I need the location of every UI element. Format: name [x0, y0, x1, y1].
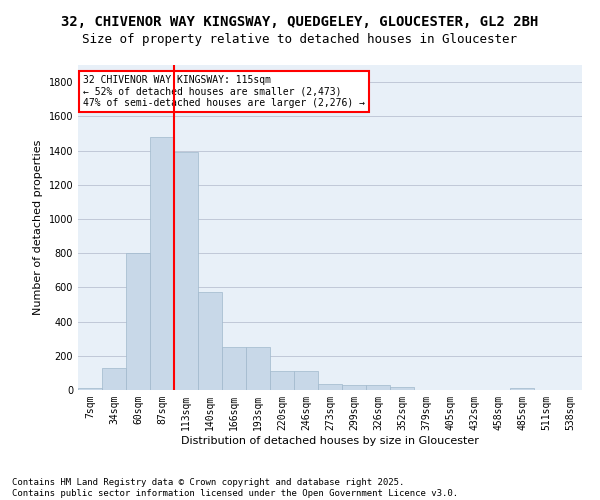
Bar	[366, 385, 390, 390]
Bar	[270, 371, 294, 390]
Bar	[102, 368, 126, 390]
X-axis label: Distribution of detached houses by size in Gloucester: Distribution of detached houses by size …	[181, 436, 479, 446]
Bar	[246, 347, 270, 390]
Bar	[342, 385, 366, 390]
Bar	[294, 371, 318, 390]
Text: 32 CHIVENOR WAY KINGSWAY: 115sqm
← 52% of detached houses are smaller (2,473)
47: 32 CHIVENOR WAY KINGSWAY: 115sqm ← 52% o…	[83, 74, 365, 108]
Text: Size of property relative to detached houses in Gloucester: Size of property relative to detached ho…	[83, 32, 517, 46]
Bar	[510, 388, 534, 390]
Text: 32, CHIVENOR WAY KINGSWAY, QUEDGELEY, GLOUCESTER, GL2 2BH: 32, CHIVENOR WAY KINGSWAY, QUEDGELEY, GL…	[61, 15, 539, 29]
Bar	[318, 384, 342, 390]
Bar	[150, 137, 174, 390]
Bar	[126, 253, 150, 390]
Text: Contains HM Land Registry data © Crown copyright and database right 2025.
Contai: Contains HM Land Registry data © Crown c…	[12, 478, 458, 498]
Bar	[390, 387, 414, 390]
Bar	[174, 152, 198, 390]
Y-axis label: Number of detached properties: Number of detached properties	[33, 140, 43, 315]
Bar	[198, 292, 222, 390]
Bar	[222, 347, 246, 390]
Bar	[78, 388, 102, 390]
